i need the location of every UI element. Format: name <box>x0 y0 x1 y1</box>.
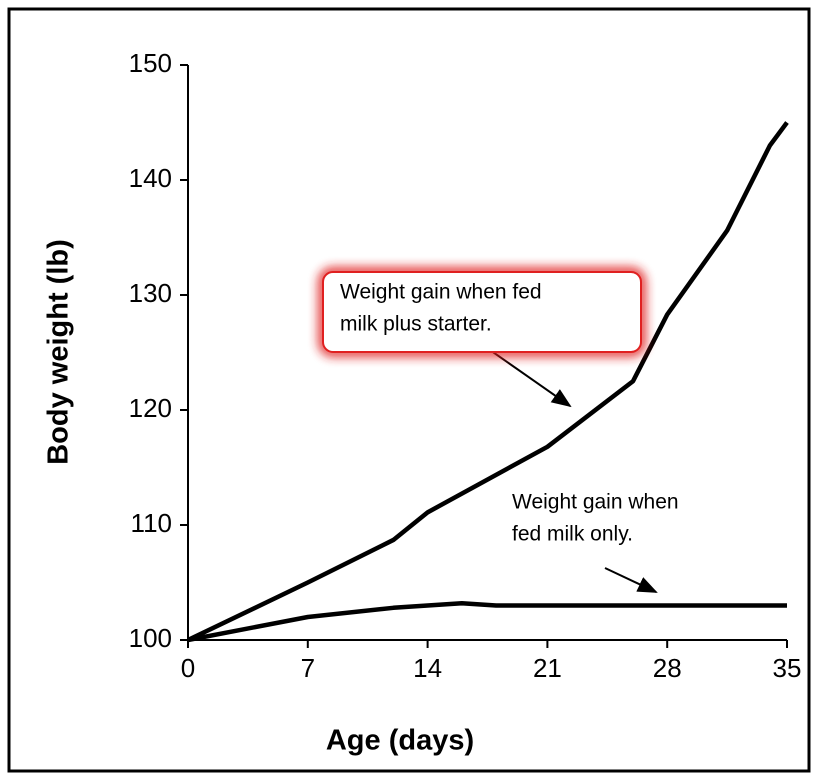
x-tick-label: 35 <box>773 653 802 683</box>
x-tick-label: 7 <box>301 653 315 683</box>
annotation-text: Weight gain when fed <box>340 281 542 304</box>
x-tick-label: 28 <box>653 653 682 683</box>
series-line <box>187 121 789 643</box>
y-tick-label: 120 <box>129 393 172 423</box>
y-axis-title: Body weight (lb) <box>43 239 75 465</box>
x-tick-label: 14 <box>413 653 442 683</box>
y-tick-label: 140 <box>129 163 172 193</box>
x-axis-title: Age (days) <box>326 725 474 757</box>
y-tick-label: 100 <box>129 623 172 653</box>
annotation-box <box>322 271 642 353</box>
annotation-text: milk plus starter. <box>340 313 492 336</box>
series-line <box>187 600 787 643</box>
annotation-text: Weight gain when <box>512 491 679 514</box>
arrow <box>604 567 658 593</box>
x-tick-label: 0 <box>181 653 195 683</box>
x-tick-label: 21 <box>533 653 562 683</box>
annotation-text: fed milk only. <box>512 523 633 546</box>
frame <box>7 7 811 773</box>
arrow <box>489 349 572 408</box>
y-tick-label: 130 <box>129 278 172 308</box>
y-tick-label: 150 <box>129 48 172 78</box>
y-tick-label: 110 <box>131 508 172 538</box>
